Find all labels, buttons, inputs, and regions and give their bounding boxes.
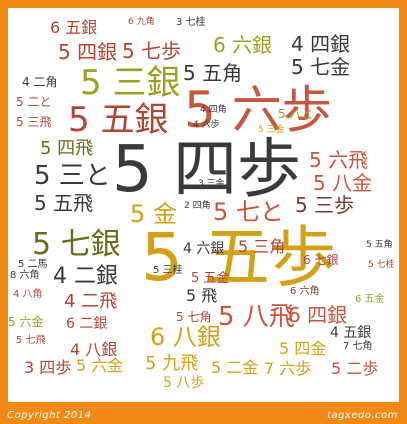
word: 5 八金 xyxy=(313,171,373,195)
word: 5 飛 xyxy=(186,286,218,305)
word: 4 八銀 xyxy=(70,340,118,359)
word: 6 九角 xyxy=(128,17,155,27)
word: 7 六歩 xyxy=(264,359,312,378)
word: 4 四角 xyxy=(200,105,227,115)
word: 5 四飛 xyxy=(40,138,94,159)
word: 5 六飛 xyxy=(309,148,369,172)
word: 5 五角 xyxy=(183,61,243,85)
word: 5 五金 xyxy=(191,271,230,286)
word: 5 五銀 xyxy=(68,100,169,140)
word: 4 四銀 xyxy=(291,32,351,56)
word: 5 二馬 xyxy=(18,259,48,270)
word: 5 七桂 xyxy=(368,260,395,270)
word: 5 六歩 xyxy=(184,81,332,139)
word: 5 四歩 xyxy=(112,133,302,207)
word: 5 三歩 xyxy=(295,193,355,217)
word: 2 四角 xyxy=(184,201,211,211)
word: 5 七銀 xyxy=(32,227,121,262)
word: 3 三金 xyxy=(198,179,225,189)
word: 6 五金 xyxy=(355,294,385,305)
word: 5 八飛 xyxy=(218,302,295,332)
word: 6 四銀 xyxy=(288,303,348,327)
word: 6 六銀 xyxy=(213,33,273,57)
word: 3 七桂 xyxy=(176,17,206,28)
copyright-text: Copyright 2014 xyxy=(7,410,92,421)
word: 5 七角 xyxy=(176,310,212,324)
word: 5 五角 xyxy=(366,240,393,250)
word: 5 五飛 xyxy=(34,191,94,215)
word: 5 四金 xyxy=(279,339,327,358)
word: 6 六角 xyxy=(290,286,320,297)
word: 3 四歩 xyxy=(24,358,72,377)
word: 4 二飛 xyxy=(64,291,118,312)
word: 8 六角 xyxy=(10,270,40,281)
word: 6 七銀 xyxy=(303,253,339,267)
word: 5 三桂 xyxy=(153,265,183,276)
word: 4 二角 xyxy=(22,75,58,89)
word: 4 六銀 xyxy=(183,241,225,257)
word: 5 七金 xyxy=(291,55,351,79)
word: 5 金 xyxy=(130,200,177,228)
word: 5 三金 xyxy=(258,125,285,135)
word: 5 七歩 xyxy=(122,39,182,63)
word: 5 八歩 xyxy=(163,375,205,391)
word: 4 五銀 xyxy=(330,325,372,341)
word: 6 二銀 xyxy=(66,316,108,332)
word: 6 八銀 xyxy=(150,323,221,351)
word: 5 三と xyxy=(34,161,111,191)
word: 4 八角 xyxy=(13,289,43,300)
word: 5 七と xyxy=(213,198,284,226)
word: 5 三角 xyxy=(238,237,286,256)
word: 6 五銀 xyxy=(50,18,98,37)
word-cloud: 5 四歩 5 五歩 5 六歩 5 五銀 5 三銀 5 七銀 5 八飛 5 三と … xyxy=(8,8,399,402)
word: 5 七飛 xyxy=(16,335,46,346)
word: 5 三銀 xyxy=(80,63,181,103)
word: 5 二と xyxy=(16,95,52,109)
word: 5 五歩 xyxy=(141,219,336,296)
word: 5 二金 xyxy=(211,358,259,377)
word: 7 七角 xyxy=(343,341,373,352)
word: 5 六金 xyxy=(76,356,124,375)
word: 5 三飛 xyxy=(16,115,52,129)
brand-text[interactable]: tagxedo.com xyxy=(327,410,398,421)
word: 5 四銀 xyxy=(58,40,118,64)
word: 5 六金 xyxy=(8,315,44,329)
word: 4 二銀 xyxy=(53,264,118,289)
word: 5 九飛 xyxy=(145,353,199,374)
word: 5 八と xyxy=(278,107,314,121)
word: 4 六歩 xyxy=(193,120,220,130)
word: 5 二歩 xyxy=(331,359,379,378)
